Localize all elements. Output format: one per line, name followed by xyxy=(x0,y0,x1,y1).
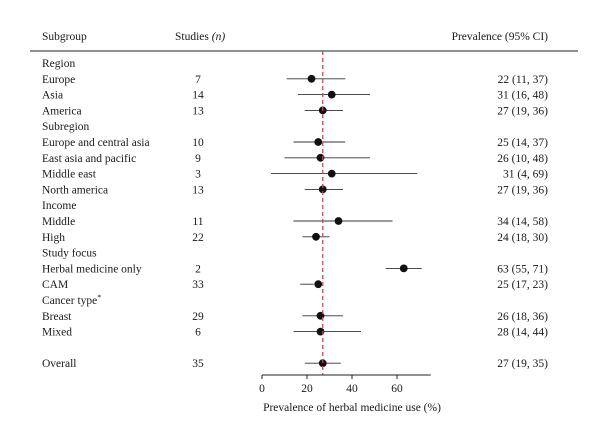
row-studies-count: 14 xyxy=(192,90,204,102)
forest-row: Europe 7 22 (11, 37) xyxy=(42,74,548,86)
row-label: America xyxy=(42,105,82,117)
row-prevalence-ci: 24 (18, 30) xyxy=(497,232,548,244)
forest-row: High 22 24 (18, 30) xyxy=(42,232,548,244)
row-prevalence-ci: 25 (17, 23) xyxy=(497,279,548,291)
row-label: High xyxy=(42,232,65,244)
row-studies-count: 13 xyxy=(192,105,204,117)
row-studies-count: 9 xyxy=(195,153,201,165)
row-studies-count: 35 xyxy=(192,358,204,370)
row-studies-count: 6 xyxy=(195,327,201,339)
row-prevalence-ci: 34 (14, 58) xyxy=(497,216,548,228)
forest-rows: Region Europe 7 22 (11, 37) Asia 14 31 (16, 48… xyxy=(42,58,548,370)
row-prevalence-ci: 27 (19, 36) xyxy=(497,184,548,196)
row-label: North america xyxy=(42,184,108,196)
forest-row: Middle 11 34 (14, 58) xyxy=(42,216,548,228)
subgroup-heading: Cancer type* xyxy=(42,293,101,307)
row-studies-count: 22 xyxy=(192,232,204,244)
row-label: Overall xyxy=(42,358,76,370)
table-header: Subgroup Studies (n) Prevalence (95% CI) xyxy=(30,31,578,52)
point-estimate xyxy=(399,264,408,273)
forest-row: Breast 29 26 (18, 36) xyxy=(42,311,548,323)
row-prevalence-ci: 63 (55, 71) xyxy=(497,263,548,275)
row-label: Herbal medicine only xyxy=(42,263,142,275)
row-label: Europe and central asia xyxy=(42,137,150,149)
row-studies-count: 10 xyxy=(192,137,204,149)
forest-row: Herbal medicine only 2 63 (55, 71) xyxy=(42,263,548,275)
forest-row: CAM 33 25 (17, 23) xyxy=(42,279,548,291)
row-label: CAM xyxy=(42,279,68,291)
row-prevalence-ci: 27 (19, 36) xyxy=(497,105,548,117)
row-prevalence-ci: 31 (4, 69) xyxy=(503,169,548,181)
row-prevalence-ci: 22 (11, 37) xyxy=(498,74,549,86)
subgroup-heading: Region xyxy=(42,58,75,70)
studies-n-label: (n) xyxy=(212,31,226,43)
row-studies-count: 2 xyxy=(195,263,201,275)
point-estimate xyxy=(327,169,336,178)
x-tick-label: 0 xyxy=(259,383,265,395)
row-prevalence-ci: 26 (10, 48) xyxy=(497,153,548,165)
forest-row: Overall 35 27 (19, 35) xyxy=(42,358,548,370)
forest-row: Middle east 3 31 (4, 69) xyxy=(42,169,548,181)
forest-row: North america 13 27 (19, 36) xyxy=(42,184,548,196)
row-studies-count: 33 xyxy=(192,279,204,291)
forest-row: Europe and central asia 10 25 (14, 37) xyxy=(42,137,548,149)
row-label: Europe xyxy=(42,74,75,86)
row-label: Middle east xyxy=(42,169,97,181)
point-estimate xyxy=(312,232,320,241)
row-studies-count: 11 xyxy=(192,216,203,228)
forest-row: Asia 14 31 (16, 48) xyxy=(42,90,548,102)
point-estimate xyxy=(327,90,336,99)
subgroup-heading: Income xyxy=(42,200,76,212)
prevalence-column-header: Prevalence (95% CI) xyxy=(452,31,549,43)
row-prevalence-ci: 28 (14, 44) xyxy=(497,327,548,339)
point-estimate xyxy=(318,185,327,194)
footnote-marker: * xyxy=(97,293,101,302)
row-label: Breast xyxy=(42,311,72,323)
forest-row: Mixed 6 28 (14, 44) xyxy=(42,327,548,339)
point-estimate xyxy=(318,359,327,368)
row-prevalence-ci: 26 (18, 36) xyxy=(497,311,548,323)
row-label: Mixed xyxy=(42,327,72,339)
x-tick-label: 40 xyxy=(346,383,358,395)
point-estimate xyxy=(307,74,316,83)
x-axis-label: Prevalence of herbal medicine use (%) xyxy=(263,402,441,414)
row-studies-count: 3 xyxy=(195,169,201,181)
subgroup-column-header: Subgroup xyxy=(42,31,87,43)
forest-row: East asia and pacific 9 26 (10, 48) xyxy=(42,153,548,165)
subgroup-heading: Subregion xyxy=(42,121,90,133)
x-axis: 0 20 40 60 xyxy=(259,374,431,395)
row-label: East asia and pacific xyxy=(42,153,136,165)
x-tick-label: 20 xyxy=(301,383,313,395)
subgroup-heading: Study focus xyxy=(42,248,97,260)
row-label: Middle xyxy=(42,216,75,228)
row-studies-count: 7 xyxy=(195,74,201,86)
row-studies-count: 13 xyxy=(192,184,204,196)
row-prevalence-ci: 27 (19, 35) xyxy=(497,358,548,370)
x-tick-label: 60 xyxy=(391,383,403,395)
row-prevalence-ci: 31 (16, 48) xyxy=(497,90,548,102)
studies-column-label: Studies xyxy=(175,31,209,43)
row-prevalence-ci: 25 (14, 37) xyxy=(497,137,548,149)
row-studies-count: 29 xyxy=(192,311,204,323)
point-estimate xyxy=(314,138,323,146)
studies-column-header: Studies (n) xyxy=(175,31,225,43)
row-label: Asia xyxy=(42,90,63,102)
forest-row: America 13 27 (19, 36) xyxy=(42,105,548,117)
point-estimate xyxy=(334,217,343,225)
point-estimate xyxy=(314,280,323,289)
